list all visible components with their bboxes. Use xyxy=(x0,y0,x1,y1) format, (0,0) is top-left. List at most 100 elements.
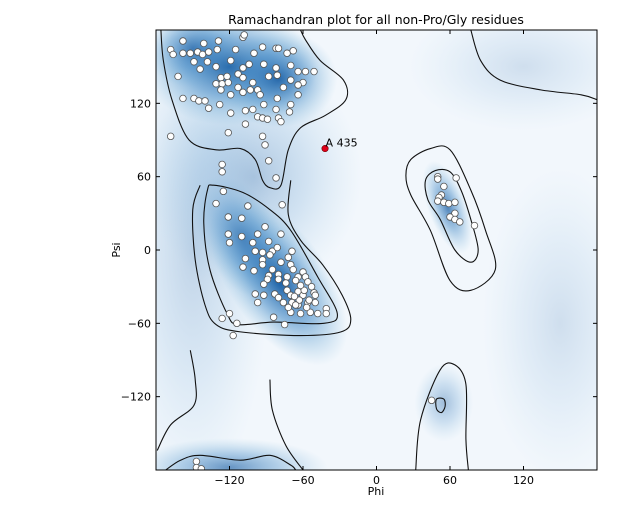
residue-point xyxy=(265,157,273,165)
density-region xyxy=(422,160,473,254)
density-region xyxy=(481,166,597,470)
residue-point xyxy=(289,47,297,55)
residue-point xyxy=(451,198,459,207)
contour-line xyxy=(191,180,352,337)
residue-point xyxy=(266,251,274,259)
residue-point xyxy=(258,248,267,257)
residue-point xyxy=(283,273,291,281)
residue-point xyxy=(322,309,330,318)
residue-point xyxy=(231,45,240,54)
residue-point xyxy=(279,298,288,307)
residue-point xyxy=(201,97,209,105)
residue-point xyxy=(265,72,273,81)
residue-point xyxy=(179,94,187,103)
residue-point xyxy=(260,280,268,288)
residue-point xyxy=(249,238,257,247)
x-axis-label: Phi xyxy=(368,485,385,498)
residue-point xyxy=(215,100,224,109)
residue-point xyxy=(282,279,290,287)
residue-point xyxy=(274,293,283,302)
residue-point xyxy=(234,70,242,78)
residue-point xyxy=(239,73,247,82)
residue-point xyxy=(249,105,257,114)
residue-point xyxy=(295,296,304,304)
residue-point xyxy=(249,78,257,87)
residue-point xyxy=(470,221,479,230)
residue-point xyxy=(300,286,308,295)
residue-point xyxy=(238,214,246,222)
residue-point xyxy=(186,49,194,57)
residue-point xyxy=(250,49,258,57)
residue-point xyxy=(198,50,207,59)
residue-point xyxy=(240,31,248,39)
residue-point xyxy=(283,286,291,295)
residue-point xyxy=(212,62,220,71)
residue-point xyxy=(179,49,187,57)
y-axis-label: Psi xyxy=(110,242,123,257)
residue-point xyxy=(296,309,305,318)
residue-point xyxy=(217,73,225,82)
density-region xyxy=(219,30,338,128)
residue-point xyxy=(289,265,297,274)
residue-point xyxy=(219,187,228,196)
residue-point xyxy=(218,168,226,176)
residue-point xyxy=(239,263,247,271)
residue-point xyxy=(258,260,267,269)
residue-point xyxy=(224,230,232,238)
residue-point xyxy=(272,174,280,182)
residue-point xyxy=(197,465,206,470)
residue-point xyxy=(260,291,268,299)
residue-point xyxy=(290,292,299,301)
residue-point xyxy=(272,64,280,72)
residue-point xyxy=(277,117,285,126)
contour-line xyxy=(156,350,197,451)
residue-point xyxy=(288,247,296,255)
residue-point xyxy=(434,175,442,183)
contour-line xyxy=(470,30,597,101)
y-tick-label: 0 xyxy=(144,244,151,257)
residue-point xyxy=(445,199,453,208)
residue-point xyxy=(311,291,319,299)
residue-point xyxy=(284,303,292,312)
residue-point xyxy=(272,105,280,114)
residue-point xyxy=(179,37,187,45)
density-region xyxy=(414,363,474,442)
points-layer xyxy=(166,31,479,470)
contour-line xyxy=(165,454,297,470)
residue-point xyxy=(310,67,318,76)
residue-point xyxy=(287,76,295,84)
residue-point xyxy=(239,88,247,97)
residue-point xyxy=(294,91,302,99)
residue-point xyxy=(274,275,283,284)
residue-point xyxy=(440,182,448,191)
residue-point xyxy=(302,303,311,312)
residue-point xyxy=(274,44,283,53)
residue-point xyxy=(258,132,267,141)
residue-point xyxy=(227,91,235,99)
residue-point xyxy=(311,298,319,307)
residue-point xyxy=(268,265,277,274)
residue-point xyxy=(287,61,295,70)
residue-point xyxy=(195,97,203,105)
residue-point xyxy=(196,65,204,73)
residue-point xyxy=(283,49,291,57)
residue-point xyxy=(277,258,285,266)
y-tick-label: 60 xyxy=(137,171,151,184)
residue-point xyxy=(273,71,281,79)
contour-line xyxy=(269,379,304,470)
residue-point xyxy=(227,109,235,117)
residue-point xyxy=(227,56,235,65)
residue-point xyxy=(284,253,292,262)
residue-point xyxy=(307,282,316,291)
residue-point xyxy=(260,100,268,109)
contour-line xyxy=(405,145,497,292)
residue-point xyxy=(260,60,268,68)
residue-point xyxy=(233,319,241,328)
residue-point xyxy=(246,86,255,94)
residue-point xyxy=(214,37,223,45)
residue-point xyxy=(277,230,285,238)
residue-point xyxy=(212,199,220,208)
contour-line xyxy=(415,362,469,470)
x-tick-label: −60 xyxy=(291,474,314,487)
residue-point xyxy=(251,247,259,255)
